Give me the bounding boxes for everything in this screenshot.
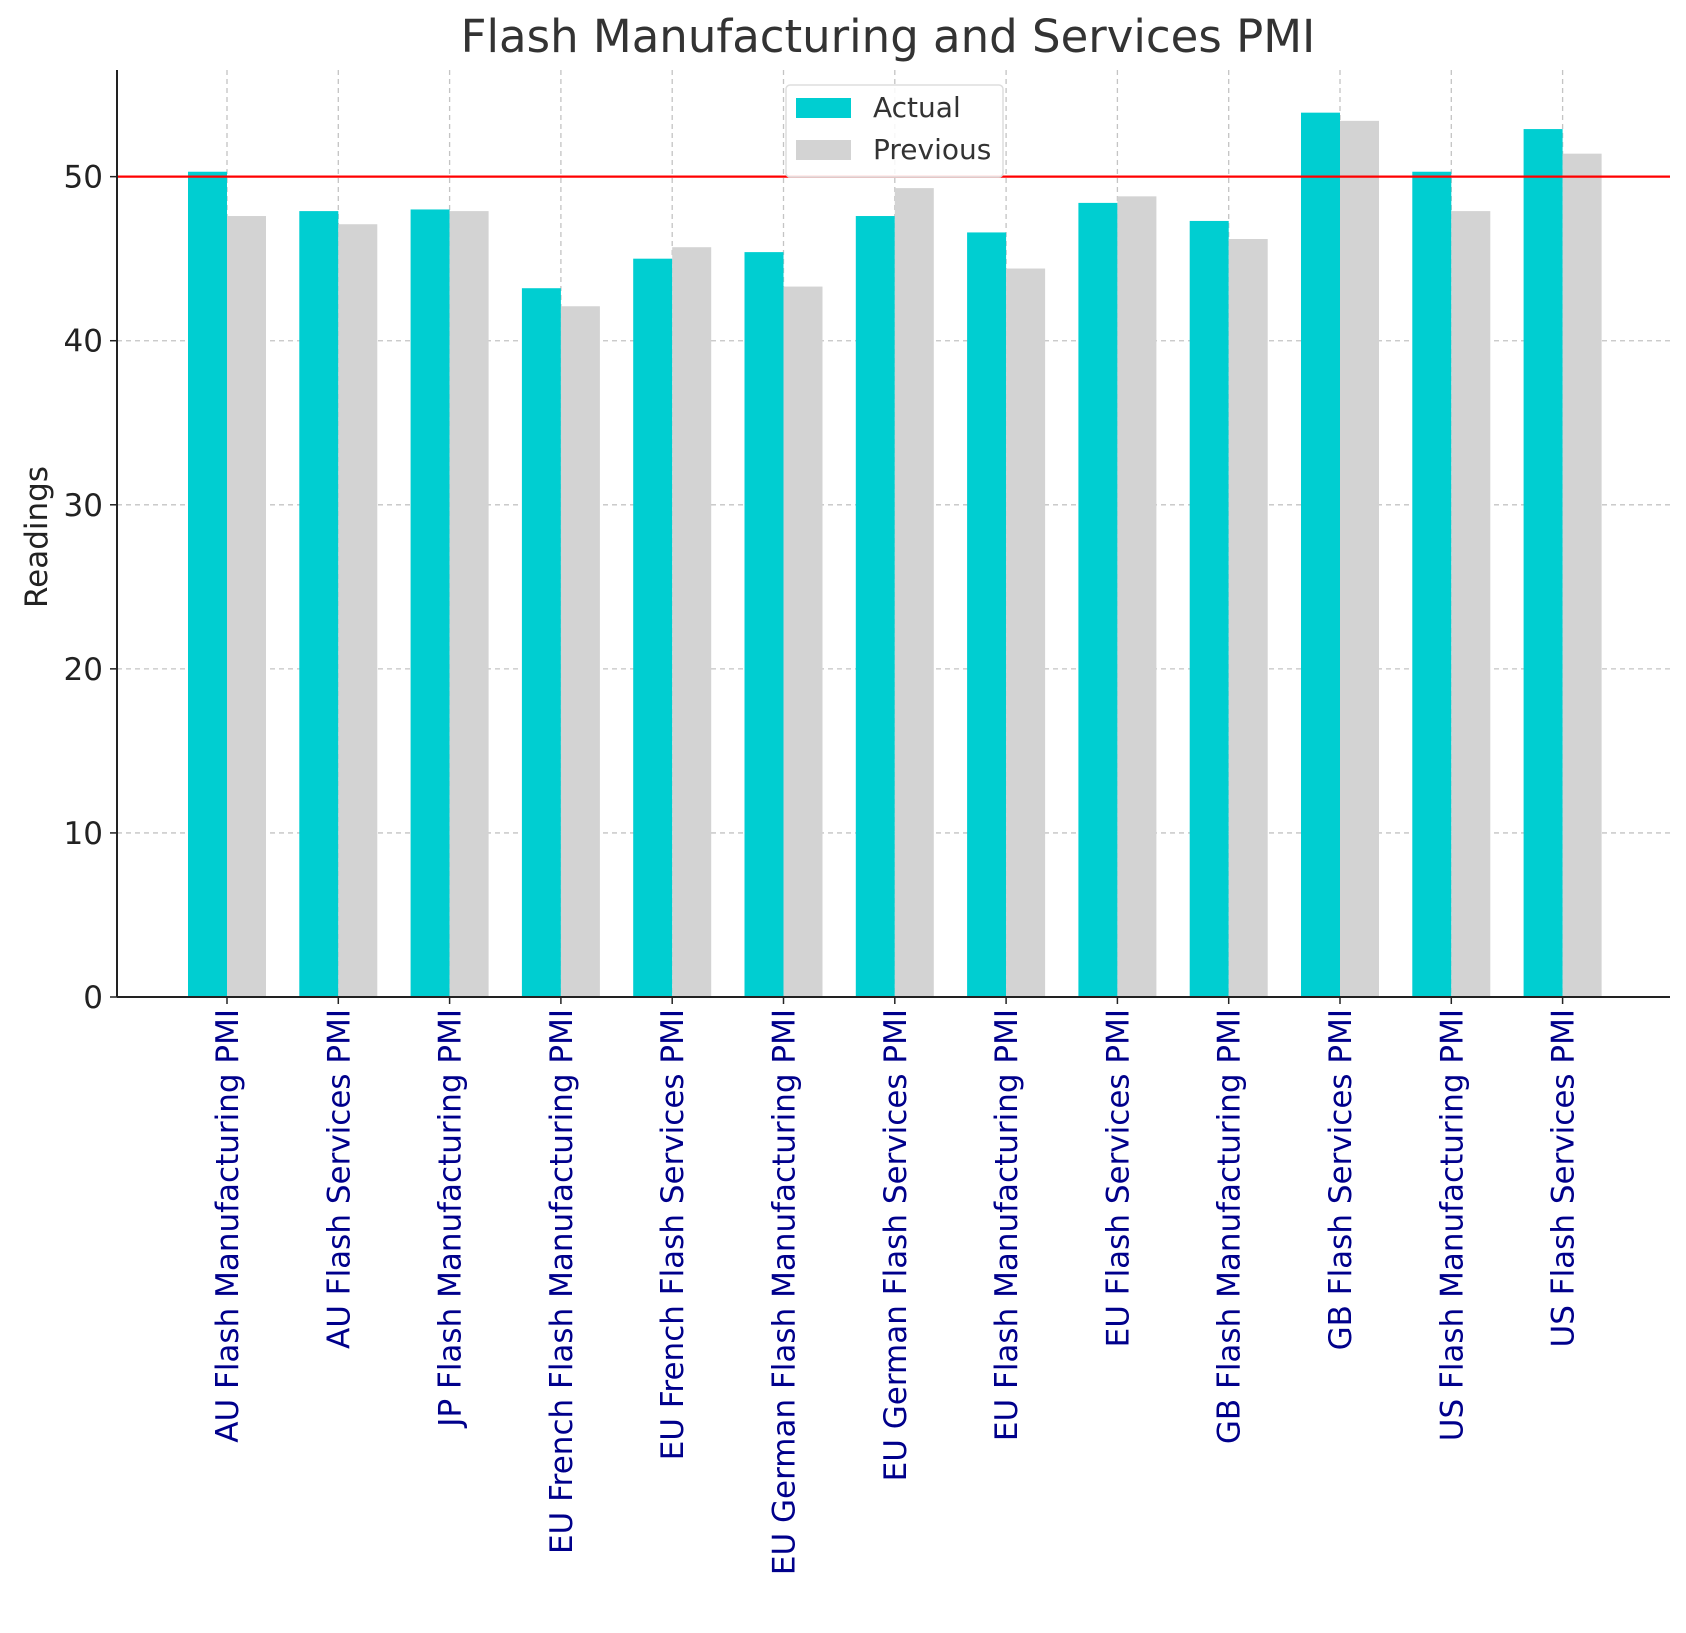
bar-previous bbox=[449, 211, 489, 997]
x-tick-labels: AU Flash Manufacturing PMI AU Flash Servi… bbox=[210, 1009, 1582, 1575]
bar-actual bbox=[521, 288, 561, 997]
bar-actual bbox=[188, 171, 227, 998]
bar-actual bbox=[633, 258, 673, 998]
legend-label: Previous bbox=[873, 133, 991, 166]
bar-actual bbox=[855, 216, 895, 997]
x-tick-label: GB Flash Services PMI bbox=[1323, 1009, 1359, 1350]
legend: Actual Previous bbox=[785, 84, 1004, 178]
y-tick-label: 40 bbox=[64, 324, 103, 360]
bar-previous bbox=[1562, 153, 1602, 998]
x-tick-label: EU Flash Services PMI bbox=[1100, 1009, 1136, 1347]
bar-actual bbox=[299, 211, 339, 997]
bars bbox=[188, 112, 1602, 998]
y-tick-label: 30 bbox=[64, 488, 103, 524]
y-tick-label: 50 bbox=[64, 160, 103, 196]
bar-previous bbox=[338, 224, 378, 997]
bar-previous bbox=[1006, 268, 1046, 998]
bar-actual bbox=[744, 252, 784, 997]
x-tick-label: US Flash Manufacturing PMI bbox=[1434, 1009, 1470, 1441]
bar-actual bbox=[1412, 171, 1452, 998]
bar-previous bbox=[1228, 238, 1268, 997]
y-axis-label: Readings bbox=[19, 466, 55, 608]
bar-previous bbox=[227, 216, 266, 997]
bar-actual bbox=[967, 232, 1007, 998]
bar-previous bbox=[672, 247, 712, 997]
axes bbox=[110, 70, 1670, 1004]
bar-previous bbox=[894, 188, 934, 997]
x-tick-label: EU German Flash Manufacturing PMI bbox=[767, 1009, 803, 1575]
bar-actual bbox=[1189, 220, 1229, 997]
x-tick-label: US Flash Services PMI bbox=[1546, 1009, 1582, 1347]
bar-previous bbox=[1451, 211, 1491, 997]
x-tick-label: AU Flash Services PMI bbox=[321, 1009, 357, 1349]
x-tick-label: EU German Flash Services PMI bbox=[878, 1009, 914, 1481]
x-tick-label: JP Flash Manufacturing PMI bbox=[433, 1009, 469, 1429]
y-tick-labels: 0 10 20 30 40 50 bbox=[64, 160, 103, 1016]
x-tick-label: EU Flash Manufacturing PMI bbox=[989, 1009, 1025, 1441]
x-tick-label: EU French Flash Services PMI bbox=[655, 1009, 691, 1460]
bar-previous bbox=[1117, 196, 1157, 997]
bar-actual bbox=[1301, 112, 1340, 998]
bar-previous bbox=[560, 306, 600, 997]
bar-actual bbox=[1523, 129, 1563, 997]
y-tick-label: 20 bbox=[64, 652, 103, 688]
x-tick-label: GB Flash Manufacturing PMI bbox=[1212, 1009, 1248, 1444]
bar-previous bbox=[1340, 120, 1379, 998]
bar-actual bbox=[410, 209, 450, 997]
y-tick-label: 0 bbox=[83, 980, 103, 1016]
legend-swatch bbox=[796, 98, 851, 118]
bar-previous bbox=[783, 286, 823, 997]
legend-swatch bbox=[796, 140, 851, 160]
x-tick-label: EU French Flash Manufacturing PMI bbox=[544, 1009, 580, 1554]
chart-title: Flash Manufacturing and Services PMI bbox=[461, 10, 1316, 63]
x-tick-label: AU Flash Manufacturing PMI bbox=[210, 1009, 246, 1443]
y-tick-label: 10 bbox=[64, 816, 103, 852]
legend-label: Actual bbox=[873, 91, 961, 124]
bar-actual bbox=[1078, 202, 1118, 997]
